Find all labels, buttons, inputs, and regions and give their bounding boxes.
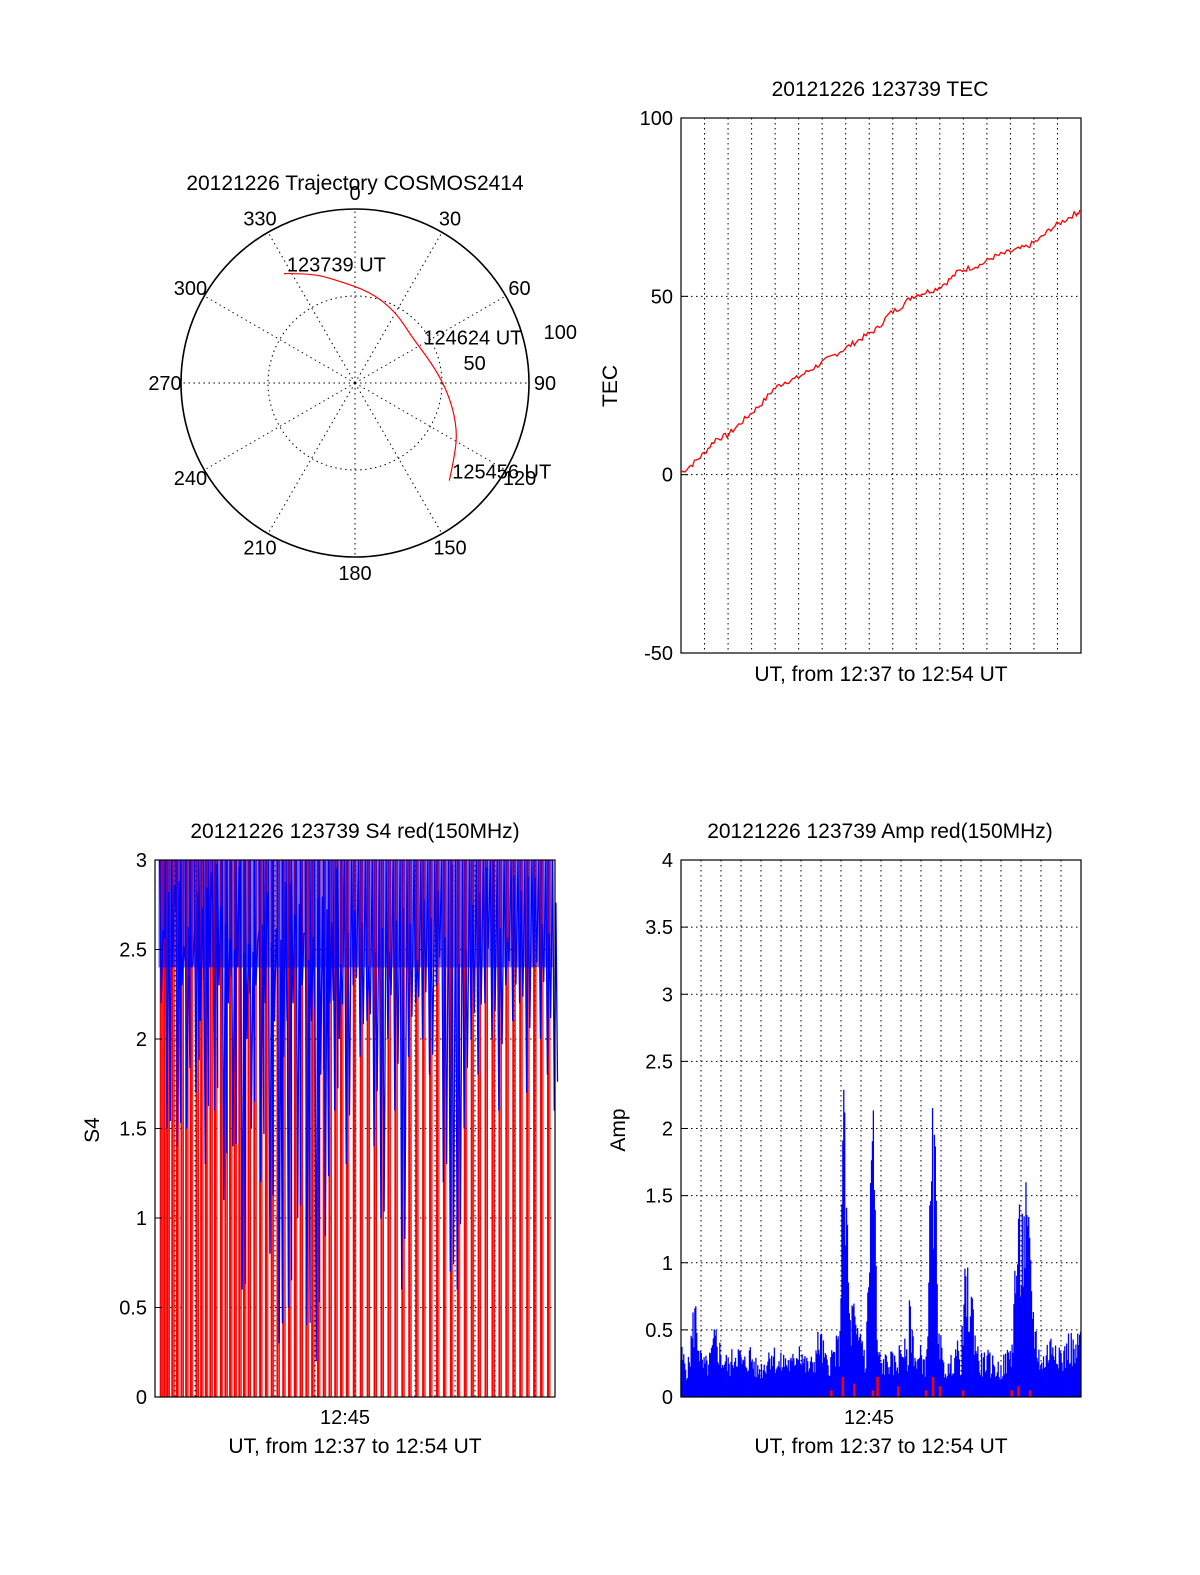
polar-angle-label: 90 xyxy=(534,373,556,395)
tec-plot-frame xyxy=(680,117,1082,654)
s4-x-axis-label: UT, from 12:37 to 12:54 UT xyxy=(228,1435,481,1458)
amp-y-tick: 3.5 xyxy=(645,917,673,939)
polar-spoke xyxy=(267,382,356,534)
amp-y-tick: 1.5 xyxy=(645,1186,673,1208)
polar-angle-label: 30 xyxy=(439,208,461,230)
polar-angle-label: 270 xyxy=(148,373,181,395)
trajectory-time-annotation: 124624 UT xyxy=(423,328,522,350)
polar-spoke xyxy=(354,382,506,471)
s4-chart: 20121226 123739 S4 red(150MHz) 3 2.5 2 1.5 1… xyxy=(81,820,559,1458)
amp-y-tick: 2.5 xyxy=(645,1051,673,1073)
polar-radius-label: 100 xyxy=(544,322,577,344)
s4-y-tick: 2.5 xyxy=(119,940,147,962)
amp-x-tick-label: 12:45 xyxy=(844,1407,894,1429)
polar-outer-circle xyxy=(180,208,530,558)
polar-spoke xyxy=(267,232,356,384)
amp-y-tick: 2 xyxy=(662,1119,673,1141)
trajectory-time-annotation: 123739 UT xyxy=(287,255,386,277)
tec-y-tick: 50 xyxy=(651,286,673,308)
polar-angle-label: 150 xyxy=(433,538,466,560)
s4-y-tick: 0 xyxy=(136,1387,147,1409)
amp-chart: 20121226 123739 Amp red(150MHz) 4 3.5 3 2.5… xyxy=(607,820,1082,1458)
amp-title: 20121226 123739 Amp red(150MHz) xyxy=(707,820,1053,843)
amp-y-tick: 4 xyxy=(662,850,673,872)
tec-y-tick: 0 xyxy=(662,465,673,487)
s4-y-axis-label: S4 xyxy=(81,1117,104,1143)
tec-y-tick: -50 xyxy=(644,643,673,665)
amp-red-series xyxy=(830,1376,1032,1397)
s4-y-tick: 1 xyxy=(136,1208,147,1230)
polar-angle-labels: 0 30 60 90 120 150 180 210 240 270 300 330 50 100 xyxy=(148,183,577,585)
s4-blue-series-line xyxy=(158,859,559,1362)
amp-y-tick: 3 xyxy=(662,984,673,1006)
amp-y-tick-labels: 4 3.5 3 2.5 2 1.5 1 0.5 0 xyxy=(645,850,688,1409)
tec-x-axis-label: UT, from 12:37 to 12:54 UT xyxy=(754,663,1007,686)
tec-grid xyxy=(681,118,1081,653)
amp-y-axis-label: Amp xyxy=(607,1108,630,1151)
trajectory-time-annotation: 125456 UT xyxy=(452,462,551,484)
polar-spoke xyxy=(354,232,443,384)
s4-title: 20121226 123739 S4 red(150MHz) xyxy=(190,820,519,843)
amp-y-tick: 0 xyxy=(662,1387,673,1409)
tec-chart: 20121226 123739 TEC 100 50 0 -50 UT, from 1… xyxy=(599,78,1082,686)
trajectory-annotations: 123739 UT 124624 UT 125456 UT xyxy=(287,255,551,484)
polar-radius-label: 50 xyxy=(464,353,486,375)
amp-y-tick: 1 xyxy=(662,1253,673,1275)
s4-y-tick: 0.5 xyxy=(119,1298,147,1320)
tec-y-tick-labels: 100 50 0 -50 xyxy=(640,108,688,665)
amp-grid xyxy=(681,860,1081,1397)
amp-y-tick: 0.5 xyxy=(645,1320,673,1342)
polar-angle-label: 60 xyxy=(508,278,530,300)
polar-spoke xyxy=(204,295,356,384)
s4-x-tick-label: 12:45 xyxy=(320,1407,370,1429)
polar-spoke xyxy=(204,382,356,471)
polar-angle-label: 120 xyxy=(503,468,536,490)
trajectory-track-line xyxy=(283,272,457,481)
s4-y-tick: 3 xyxy=(136,850,147,872)
trajectory-polar-chart: 20121226 Trajectory COSMOS2414 030609012… xyxy=(148,172,577,585)
s4-y-tick: 2 xyxy=(136,1029,147,1051)
tec-y-axis-label: TEC xyxy=(599,365,622,407)
amp-blue-series xyxy=(680,1089,1082,1397)
polar-angle-label: 210 xyxy=(243,538,276,560)
s4-y-tick: 1.5 xyxy=(119,1119,147,1141)
polar-angle-label: 240 xyxy=(174,468,207,490)
polar-angle-label: 300 xyxy=(174,278,207,300)
polar-grid xyxy=(181,209,529,557)
tec-series-line xyxy=(680,209,1082,474)
polar-spoke xyxy=(354,295,506,384)
polar-angle-label: 330 xyxy=(243,208,276,230)
polar-spoke xyxy=(354,382,443,534)
tec-title: 20121226 123739 TEC xyxy=(772,78,989,101)
amp-x-axis-label: UT, from 12:37 to 12:54 UT xyxy=(754,1435,1007,1458)
polar-angle-label: 180 xyxy=(338,563,371,585)
s4-y-tick-labels: 3 2.5 2 1.5 1 0.5 0 xyxy=(119,850,162,1409)
trajectory-title: 20121226 Trajectory COSMOS2414 xyxy=(186,172,524,195)
polar-angle-label: 0 xyxy=(349,183,360,205)
tec-y-tick: 100 xyxy=(640,108,673,130)
